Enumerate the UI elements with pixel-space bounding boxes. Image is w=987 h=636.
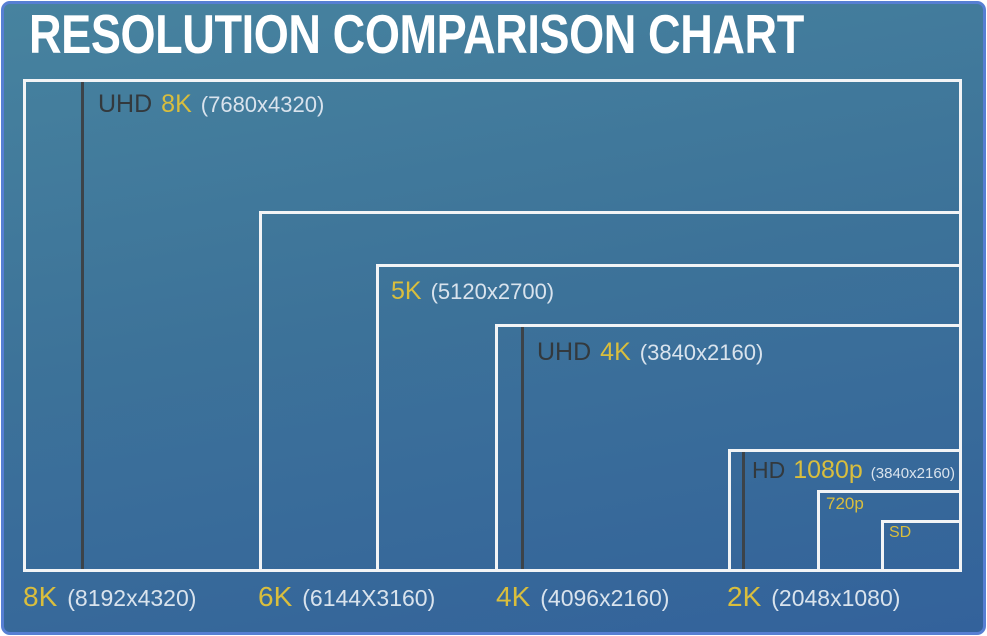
- bottom-label-2k: 2K (2048x1080): [727, 581, 900, 613]
- label-hd-1080p: HD 1080p (3840x2160): [752, 456, 955, 485]
- label-5k-code: 5K: [391, 277, 422, 305]
- label-uhd-8k-code: 8K: [161, 90, 192, 118]
- label-uhd-4k-code: 4K: [600, 338, 631, 366]
- bottom-label-8k: 8K (8192x4320): [23, 581, 196, 613]
- label-720p-code: 720p: [826, 494, 864, 513]
- bottom-label-4k-code: 4K: [496, 581, 531, 612]
- bottom-label-6k: 6K (6144X3160): [258, 581, 435, 613]
- uhd-4k-left-edge-line: [521, 327, 524, 569]
- label-sd-code: SD: [889, 524, 912, 541]
- label-uhd-8k: UHD 8K (7680x4320): [98, 90, 324, 119]
- label-sd: SD: [889, 524, 911, 542]
- label-uhd-4k-dims: (3840x2160): [639, 340, 764, 365]
- label-hd-1080p-dims: (3840x2160): [870, 465, 955, 482]
- bottom-label-2k-dims: (2048x1080): [771, 585, 901, 611]
- label-hd-1080p-code: 1080p: [793, 456, 863, 484]
- bottom-label-6k-dims: (6144X3160): [302, 585, 436, 611]
- label-uhd-8k-dims: (7680x4320): [200, 92, 325, 117]
- label-uhd-4k: UHD 4K (3840x2160): [537, 338, 763, 367]
- label-uhd-8k-prefix: UHD: [98, 90, 153, 118]
- bottom-label-4k-dims: (4096x2160): [540, 585, 670, 611]
- label-720p: 720p: [826, 494, 864, 514]
- label-uhd-4k-prefix: UHD: [537, 338, 592, 366]
- bottom-label-8k-dims: (8192x4320): [67, 585, 197, 611]
- bottom-label-4k: 4K (4096x2160): [496, 581, 669, 613]
- bottom-label-8k-code: 8K: [23, 581, 58, 612]
- bottom-label-6k-code: 6K: [258, 581, 293, 612]
- page-title: RESOLUTION COMPARISON CHART: [29, 3, 804, 65]
- hd-1080p-left-edge-line: [742, 452, 745, 569]
- label-5k-dims: (5120x2700): [430, 279, 555, 304]
- box-sd: [881, 520, 962, 572]
- label-hd-1080p-prefix: HD: [752, 457, 786, 483]
- uhd-8k-left-edge-line: [81, 82, 84, 569]
- label-5k: 5K (5120x2700): [391, 277, 554, 306]
- bottom-label-2k-code: 2K: [727, 581, 762, 612]
